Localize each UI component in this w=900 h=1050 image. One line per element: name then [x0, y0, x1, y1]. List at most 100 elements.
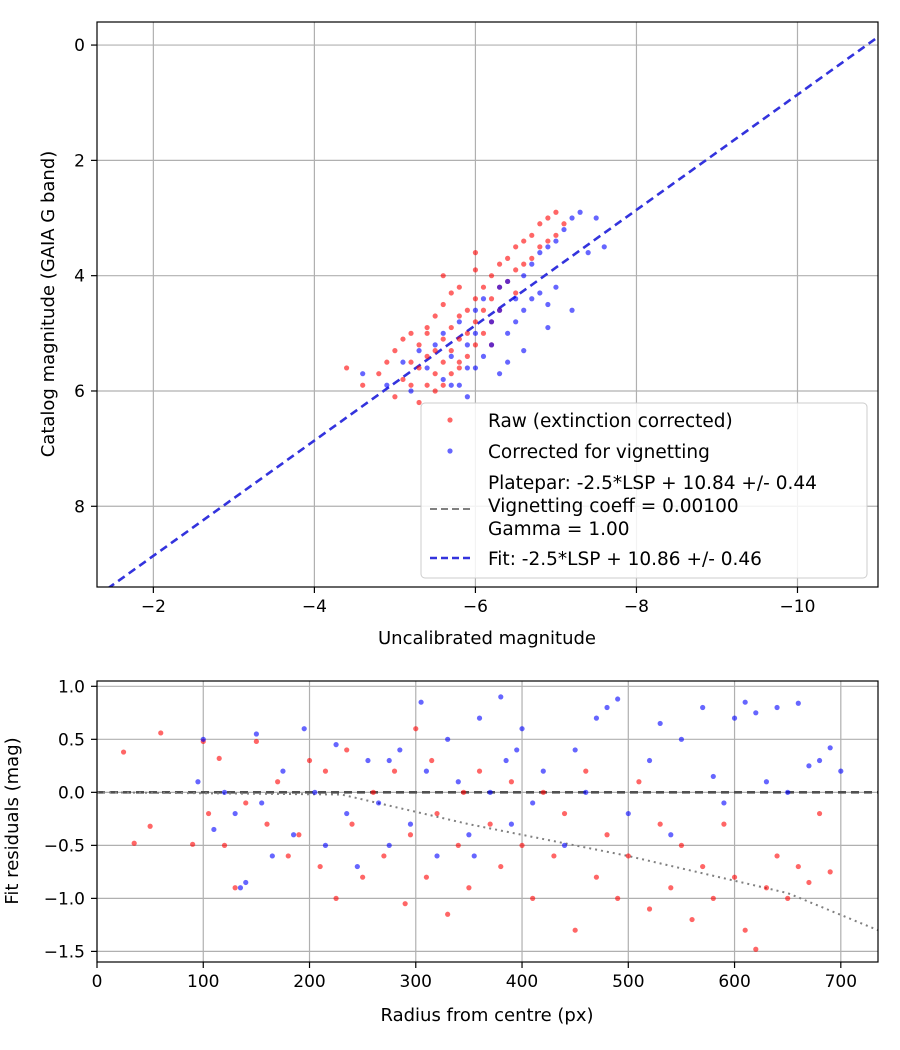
bottom-panel-residuals: 0 100 200 300 400 500 600 700 1.0 0.5 0.0 −0.5 −1.0… [2, 677, 879, 1026]
top-point-series0 [488, 296, 495, 302]
top-point-series0 [400, 336, 406, 342]
top-point-series0 [408, 382, 414, 388]
top-point-series1 [521, 273, 527, 279]
legend-platepar-line-2: Gamma = 1.00 [488, 519, 630, 540]
top-point-series0 [480, 284, 487, 290]
bottom-point-series0 [407, 832, 414, 838]
top-point-series0 [432, 371, 438, 377]
bottom-tick-marks [91, 685, 842, 968]
bottom-point-series0 [349, 821, 355, 827]
bottom-point-series1 [418, 699, 424, 705]
bottom-point-series0 [763, 885, 770, 891]
top-point-series0 [360, 382, 366, 388]
bottom-point-series1 [678, 736, 685, 742]
bottom-point-series0 [678, 842, 685, 848]
bottom-point-series1 [237, 885, 244, 891]
bottom-point-series0 [476, 768, 483, 774]
bottom-point-series0 [646, 906, 653, 912]
bottom-x-tick-label: 0 [92, 972, 103, 992]
top-y-tick-label: 6 [74, 382, 85, 402]
legend-platepar-line-1: Vignetting coeff = 0.00100 [488, 496, 739, 517]
bottom-point-series1 [742, 699, 748, 705]
bottom-gridlines [96, 681, 878, 962]
bottom-point-series0 [689, 916, 695, 923]
bottom-point-series1 [386, 842, 392, 848]
bottom-x-tick-label: 300 [400, 972, 432, 992]
bottom-point-series1 [583, 789, 589, 795]
top-point-series0 [537, 244, 543, 250]
bottom-point-series1 [487, 789, 493, 795]
top-point-series1 [601, 244, 607, 250]
bottom-point-series1 [763, 779, 770, 785]
bottom-x-tick-label: 700 [825, 972, 857, 992]
bottom-point-series0 [753, 946, 759, 952]
bottom-point-series0 [391, 768, 398, 774]
top-point-series0 [392, 348, 398, 354]
top-point-series0 [513, 267, 519, 273]
top-point-series0 [432, 313, 438, 319]
bottom-point-series1 [269, 853, 275, 859]
top-point-series0 [432, 388, 438, 394]
bottom-point-series0 [827, 869, 833, 875]
top-x-axis-label: Uncalibrated magnitude [378, 628, 596, 649]
top-point-series1 [464, 394, 470, 400]
bottom-point-series1 [221, 789, 228, 795]
bottom-point-series1 [375, 800, 382, 806]
top-x-tick-label: −8 [624, 597, 649, 617]
top-y-axis-label: Catalog magnitude (GAIA G band) [38, 151, 59, 458]
bottom-point-series0 [583, 768, 589, 774]
top-point-series1 [545, 244, 551, 250]
bottom-point-series0 [636, 779, 642, 785]
bottom-y-axis-label: Fit residuals (mag) [2, 737, 23, 904]
bottom-y-tick-label: 0.0 [58, 783, 85, 803]
bottom-point-series1 [838, 768, 844, 774]
bottom-point-series0 [668, 885, 674, 891]
bottom-point-series1 [498, 694, 504, 700]
top-point-series1 [360, 371, 366, 377]
bottom-point-series0 [344, 747, 350, 753]
bottom-point-series1 [365, 757, 371, 764]
bottom-point-series1 [344, 810, 350, 817]
top-y-tick-label: 0 [74, 36, 85, 56]
legend-raw-label: Raw (extinction corrected) [488, 411, 733, 432]
top-point-series0 [472, 250, 479, 256]
top-x-tick-label: −2 [141, 597, 166, 617]
top-point-series0 [448, 371, 454, 377]
top-point-series0 [416, 365, 422, 371]
bottom-point-series1 [243, 879, 249, 886]
bottom-point-series1 [386, 757, 392, 764]
bottom-point-series1 [397, 747, 403, 753]
top-point-series0 [456, 284, 462, 290]
bottom-point-series1 [195, 779, 201, 785]
bottom-x-tick-label: 500 [612, 972, 644, 992]
top-point-series0 [424, 353, 430, 359]
top-point-series0 [521, 238, 527, 244]
top-point-series0 [472, 319, 479, 325]
bottom-point-series0 [360, 874, 366, 880]
top-tick-marks [91, 44, 799, 593]
top-point-series1 [480, 353, 487, 359]
top-point-series0 [561, 221, 567, 227]
top-point-series1 [472, 365, 479, 371]
bottom-point-series1 [253, 731, 259, 737]
top-point-series1 [553, 238, 559, 244]
bottom-point-series0 [190, 841, 196, 847]
bottom-point-series0 [508, 779, 515, 785]
bottom-point-series0 [317, 863, 323, 870]
bottom-point-series1 [471, 853, 477, 859]
bottom-point-series1 [785, 789, 791, 795]
top-point-series0 [464, 353, 470, 359]
top-line-series3 [107, 35, 878, 587]
top-x-tick-label: −10 [780, 597, 816, 617]
bottom-point-series1 [604, 704, 610, 711]
legend-box [420, 402, 868, 579]
top-point-series1 [545, 301, 551, 308]
bottom-point-series0 [131, 840, 137, 846]
top-point-series0 [440, 301, 446, 308]
top-point-series1 [464, 342, 470, 348]
bottom-point-series0 [466, 885, 472, 891]
bottom-point-series0 [710, 895, 716, 901]
top-point-series1 [505, 359, 511, 365]
top-point-series0 [400, 376, 406, 383]
bottom-point-series1 [322, 842, 329, 848]
